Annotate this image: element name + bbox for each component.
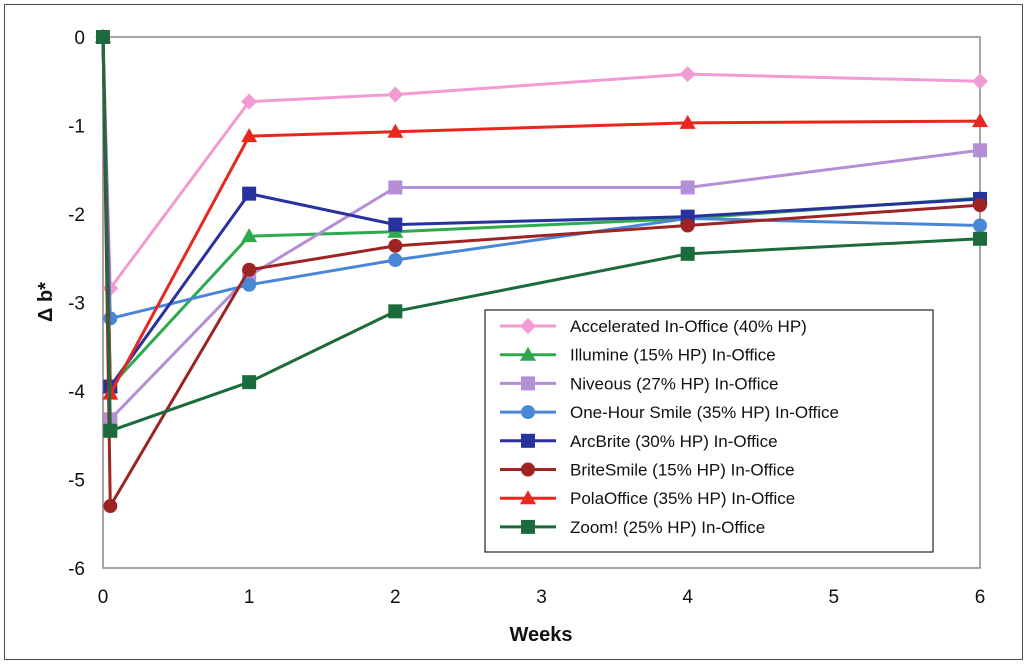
x-tick-label: 4 bbox=[682, 587, 693, 608]
legend-marker bbox=[521, 405, 535, 420]
data-point bbox=[242, 277, 257, 292]
data-point bbox=[973, 198, 987, 213]
data-point bbox=[388, 253, 403, 268]
series-layer bbox=[95, 29, 988, 514]
data-point bbox=[241, 228, 258, 243]
data-point bbox=[680, 218, 695, 233]
legend-marker bbox=[520, 346, 536, 361]
data-point bbox=[241, 128, 258, 143]
x-tick-label: 1 bbox=[244, 587, 255, 608]
legend-marker bbox=[521, 519, 535, 534]
data-point bbox=[973, 231, 987, 246]
legend-label: One-Hour Smile (35% HP) In-Office bbox=[570, 403, 839, 422]
series-line bbox=[101, 36, 981, 433]
y-tick-label: -1 bbox=[68, 117, 85, 138]
data-point bbox=[387, 86, 404, 103]
data-point bbox=[972, 73, 988, 90]
x-tick-label: 3 bbox=[536, 587, 547, 608]
data-point bbox=[972, 113, 988, 128]
data-point bbox=[96, 30, 110, 44]
data-point bbox=[973, 218, 987, 233]
x-tick-label: 5 bbox=[829, 587, 840, 608]
legend-entry: PolaOffice (35% HP) In-Office bbox=[500, 489, 795, 508]
y-tick-label: -2 bbox=[68, 205, 85, 226]
legend-label: BriteSmile (15% HP) In-Office bbox=[570, 461, 795, 480]
y-axis-title: Δ b* bbox=[35, 282, 57, 322]
legend-marker bbox=[520, 318, 536, 334]
legend-marker bbox=[521, 462, 535, 477]
x-axis: 0 1 2 3 4 5 6 bbox=[98, 587, 986, 608]
legend-label: PolaOffice (35% HP) In-Office bbox=[570, 489, 795, 508]
data-point bbox=[242, 375, 257, 390]
legend-box bbox=[484, 309, 934, 553]
data-point bbox=[103, 499, 118, 514]
legend-label: Niveous (27% HP) In-Office bbox=[570, 374, 778, 393]
data-point bbox=[388, 238, 403, 253]
data-point bbox=[679, 66, 696, 83]
data-point bbox=[387, 123, 404, 138]
legend-marker bbox=[521, 376, 535, 391]
legend-entry: Niveous (27% HP) In-Office bbox=[500, 374, 778, 393]
legend-entry: ArcBrite (30% HP) In-Office bbox=[500, 432, 778, 451]
data-point bbox=[680, 246, 695, 261]
data-point bbox=[680, 180, 695, 195]
y-tick-label: -5 bbox=[68, 471, 85, 492]
x-axis-title: Weeks bbox=[509, 624, 572, 646]
y-tick-label: -4 bbox=[68, 382, 85, 403]
data-point bbox=[242, 186, 257, 201]
y-tick-label: -3 bbox=[68, 294, 85, 315]
data-point bbox=[242, 262, 257, 277]
data-point bbox=[388, 217, 403, 232]
legend-marker bbox=[521, 433, 535, 448]
series-8 bbox=[96, 30, 987, 438]
x-tick-label: 6 bbox=[975, 587, 986, 608]
legend-entry: Accelerated In-Office (40% HP) bbox=[500, 317, 807, 336]
legend-entry: Illumine (15% HP) In-Office bbox=[500, 346, 776, 365]
data-point bbox=[388, 304, 403, 319]
x-tick-label: 2 bbox=[390, 587, 401, 608]
data-point bbox=[679, 114, 696, 129]
legend-label: Zoom! (25% HP) In-Office bbox=[570, 518, 765, 537]
legend-entry: One-Hour Smile (35% HP) In-Office bbox=[500, 403, 839, 422]
x-tick-label: 0 bbox=[98, 587, 109, 608]
data-point bbox=[103, 423, 118, 438]
data-point bbox=[241, 93, 258, 110]
legend-entry: BriteSmile (15% HP) In-Office bbox=[500, 461, 795, 480]
legend-label: Accelerated In-Office (40% HP) bbox=[570, 317, 807, 336]
data-point bbox=[388, 180, 403, 195]
legend-label: ArcBrite (30% HP) In-Office bbox=[570, 432, 778, 451]
y-axis: 0 -1 -2 -3 -4 -5 -6 bbox=[68, 28, 85, 580]
legend-marker bbox=[520, 490, 536, 505]
y-tick-label: 0 bbox=[74, 28, 85, 49]
data-point bbox=[973, 143, 987, 158]
legend: Accelerated In-Office (40% HP) Illumine (… bbox=[484, 309, 934, 553]
y-tick-label: -6 bbox=[68, 559, 85, 580]
legend-entry: Zoom! (25% HP) In-Office bbox=[500, 518, 765, 537]
legend-label: Illumine (15% HP) In-Office bbox=[570, 346, 776, 365]
